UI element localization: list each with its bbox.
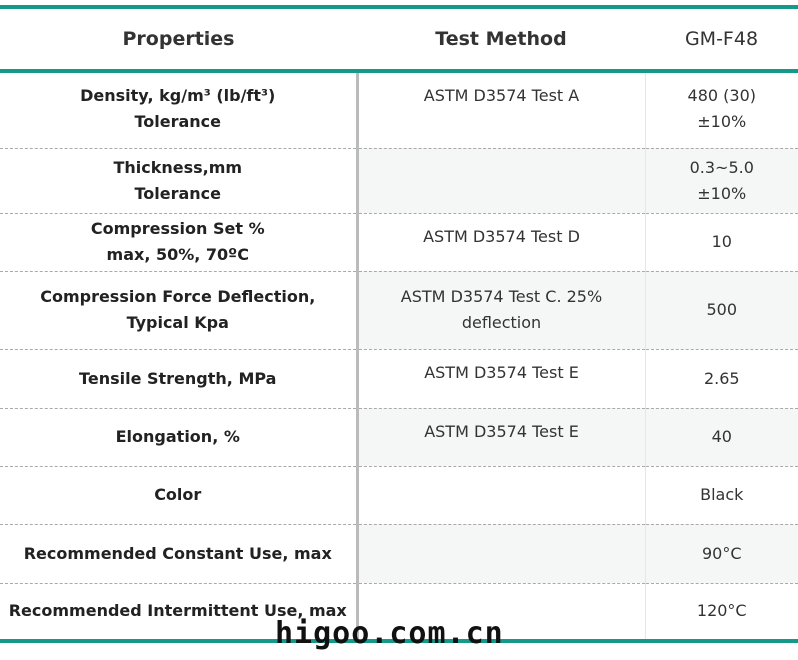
table-cell: Black	[644, 465, 798, 524]
table-row: Color Black	[0, 465, 798, 524]
table-body: Density, kg/m³ (lb/ft³) Tolerance ASTM D3…	[0, 70, 798, 641]
table-cell: 120°C	[644, 582, 798, 641]
table-cell: 500	[644, 270, 798, 349]
table-cell: Thickness,mm Tolerance	[0, 147, 359, 213]
table-cell: Color	[0, 465, 359, 524]
table-cell	[357, 465, 645, 524]
header-cell: GM-F48	[645, 7, 798, 73]
table-cell: Elongation, %	[0, 407, 359, 466]
table-cell: Recommended Intermittent Use, max	[0, 582, 359, 641]
table-cell: 480 (30) ±10%	[644, 70, 798, 148]
table-cell: Compression Force Deflection, Typical Kp…	[0, 270, 359, 349]
table-cell: ASTM D3574 Test D	[357, 212, 645, 271]
spec-table: Properties Test Method GM-F48 Density, k…	[0, 5, 798, 643]
table-cell: 40	[644, 407, 798, 466]
table-cell: Compression Set % max, 50%, 70ºC	[0, 212, 359, 271]
table-cell: ASTM D3574 Test C. 25% deflection	[357, 270, 645, 349]
table-row: Compression Force Deflection, Typical Kp…	[0, 270, 798, 349]
table-cell: ASTM D3574 Test E	[357, 348, 645, 408]
table-cell	[357, 523, 645, 583]
header-cell: Properties	[0, 7, 357, 73]
table-row: Thickness,mm Tolerance 0.3~5.0 ±10%	[0, 147, 798, 213]
table-row: Density, kg/m³ (lb/ft³) Tolerance ASTM D3…	[0, 70, 798, 148]
table-cell: 10	[644, 212, 798, 271]
table-cell: 0.3~5.0 ±10%	[644, 147, 798, 213]
table-cell: 2.65	[644, 348, 798, 408]
table-cell	[357, 582, 645, 641]
table-cell: ASTM D3574 Test A	[357, 70, 645, 148]
table-row: Elongation, % ASTM D3574 Test E 40	[0, 407, 798, 466]
watermark: higoo.com.cn	[275, 616, 504, 651]
table-cell: 90°C	[644, 523, 798, 583]
table-cell: Density, kg/m³ (lb/ft³) Tolerance	[0, 70, 359, 148]
table-row: Recommended Constant Use, max 90°C	[0, 523, 798, 583]
table-cell: Tensile Strength, MPa	[0, 348, 359, 408]
table-cell: Recommended Constant Use, max	[0, 523, 359, 583]
table-cell: ASTM D3574 Test E	[357, 407, 645, 466]
table-cell	[357, 147, 645, 213]
table-row: Compression Set % max, 50%, 70ºC ASTM D35…	[0, 212, 798, 271]
table-row: Recommended Intermittent Use, max 120°C	[0, 582, 798, 641]
table-row: Tensile Strength, MPa ASTM D3574 Test E 2.…	[0, 348, 798, 408]
header-row: Properties Test Method GM-F48	[0, 7, 798, 73]
header-cell: Test Method	[357, 7, 645, 73]
